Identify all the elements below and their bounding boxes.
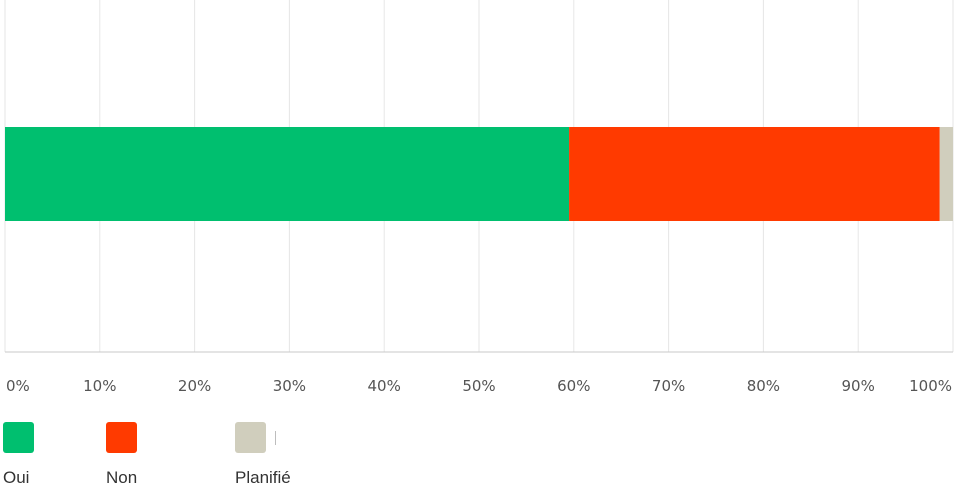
bar-segment-non: [569, 127, 940, 221]
x-tick-label: 90%: [842, 377, 875, 395]
stacked-bar-chart: 0% 10% 20% 30% 40% 50% 60% 70% 80% 90% 100%: [4, 0, 954, 395]
legend-separator: [275, 431, 276, 445]
x-tick-label: 50%: [462, 377, 495, 395]
legend-label: Oui: [3, 468, 30, 487]
x-tick-label: 0%: [6, 377, 30, 395]
legend-label: Non: [106, 468, 138, 487]
legend-swatch: [235, 422, 266, 453]
legend-item: Oui: [3, 422, 34, 488]
x-tick-label: 20%: [178, 377, 211, 395]
legend-item: Planifié: [235, 422, 291, 488]
x-tick-label: 30%: [273, 377, 306, 395]
x-tick-label: 10%: [83, 377, 116, 395]
legend: Oui Non Planifié: [0, 422, 956, 490]
x-tick-labels: 0% 10% 20% 30% 40% 50% 60% 70% 80% 90% 100%: [6, 377, 952, 395]
x-tick-label: 70%: [652, 377, 685, 395]
bar-segment-planifie: [939, 127, 953, 221]
x-tick-label: 60%: [557, 377, 590, 395]
legend-label: Planifié: [235, 468, 291, 487]
x-tick-label: 80%: [747, 377, 780, 395]
legend-swatch: [3, 422, 34, 453]
bar-segment-oui: [5, 127, 570, 221]
x-tick-label: 40%: [368, 377, 401, 395]
x-tick-label: 100%: [909, 377, 952, 395]
bar-segments: [5, 127, 953, 221]
legend-item: Non: [106, 422, 137, 488]
legend-swatch: [106, 422, 137, 453]
